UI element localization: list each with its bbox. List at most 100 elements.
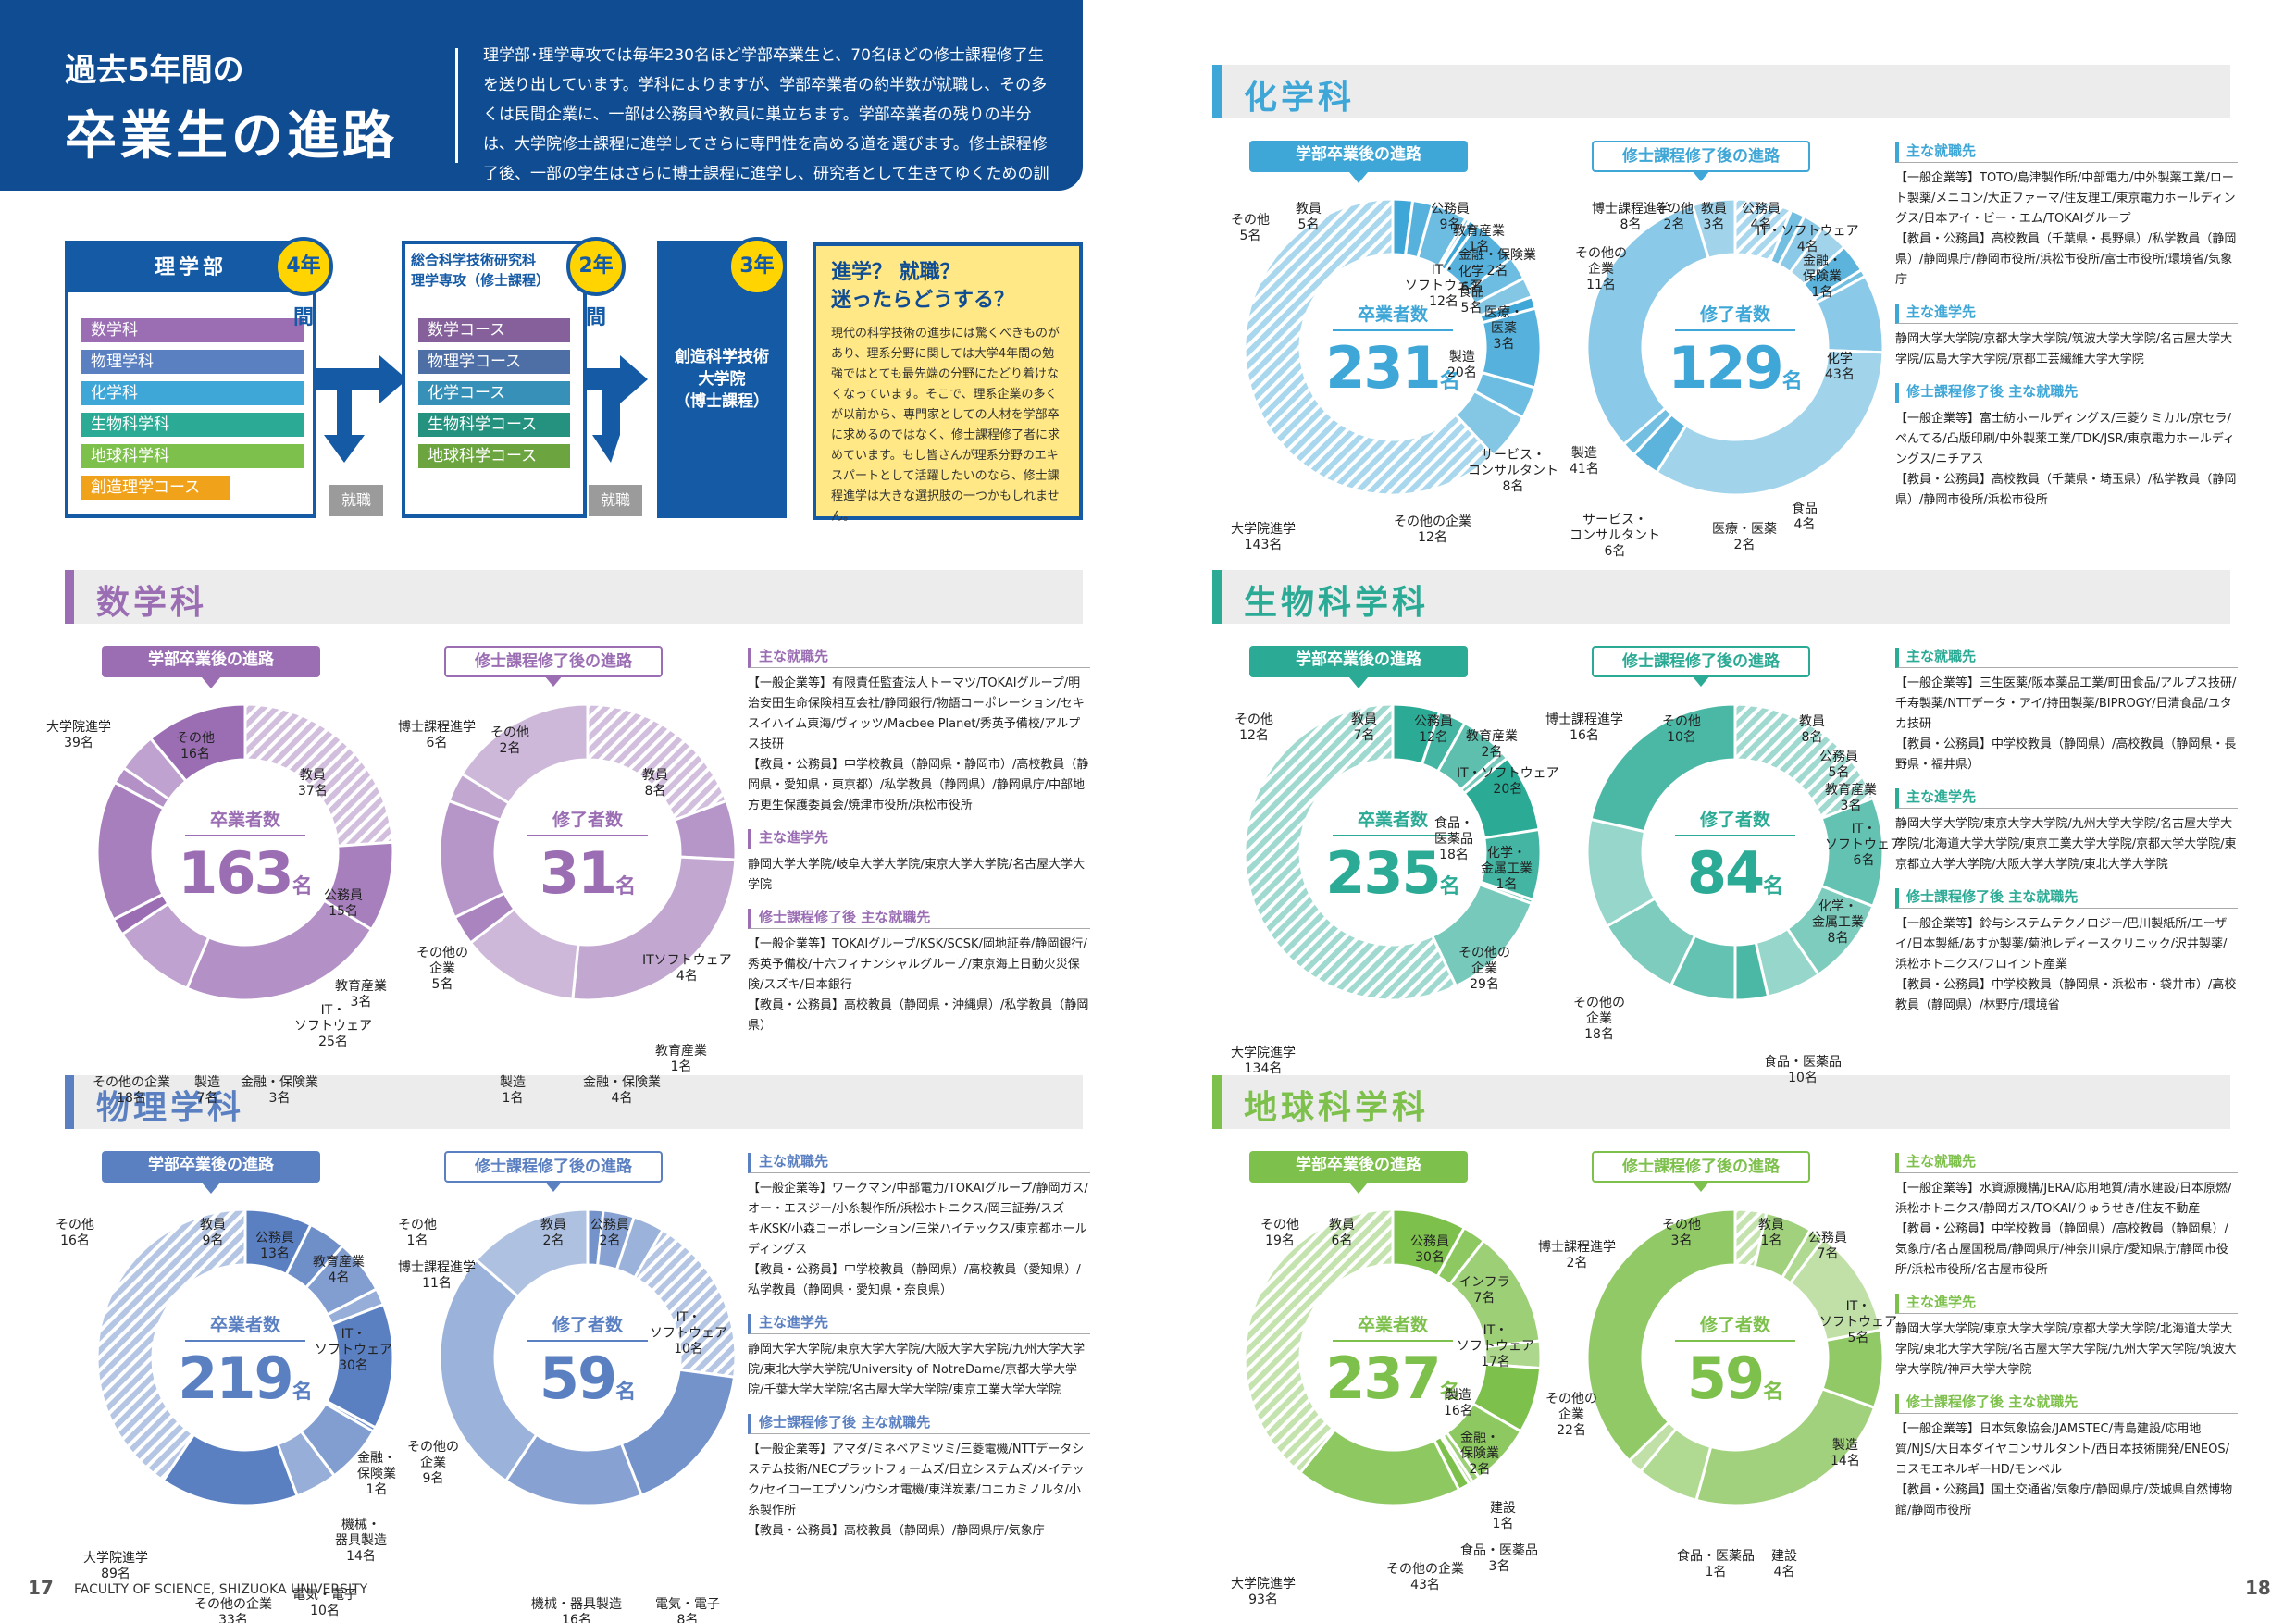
bio-bach-label-0: その他 12名 xyxy=(1235,712,1273,743)
dept-phys: 物理学科 xyxy=(81,350,304,374)
phys-bach-label-7: 電気・電子 10名 xyxy=(292,1588,357,1618)
bio-mast-total-unit: 名 xyxy=(1763,875,1784,898)
chem-bach-total-number: 231 xyxy=(1325,334,1441,402)
earth-bach-center-label: 卒業者数 xyxy=(1333,1311,1453,1342)
phys-bach-center-label: 卒業者数 xyxy=(185,1311,305,1342)
course-chem: 化学コース xyxy=(418,381,570,405)
earth-info: 主な就職先 【一般企業等】水資源機構/JERA/応用地質/清水建設/日本原燃/浜松… xyxy=(1895,1153,2238,1534)
math-bach-donut: 卒業者数 163名 xyxy=(93,700,398,1005)
chem-mast-center: 修了者数 129名 xyxy=(1666,301,1805,405)
question-title: 進学？ 就職？ 迷ったらどうする？ xyxy=(831,261,1015,312)
math-info: 主な就職先 【一般企業等】有限責任監査法人トーマツ/TOKAIグループ/明治安田生… xyxy=(748,648,1090,1049)
phys-bach-total: 219名 xyxy=(176,1342,315,1416)
bio-mast-pill-text: 修士課程修了後の進路 xyxy=(1622,652,1780,671)
chem-mast-label-1: その他 2名 xyxy=(1655,202,1694,232)
earth-mast-donut-svg xyxy=(1585,1208,1885,1507)
earth-bach-label-0: その他 19名 xyxy=(1260,1218,1299,1248)
phys-bach-label-6: 機械・ 器具製造 14名 xyxy=(335,1518,387,1564)
math-jobs-body: 【一般企業等】有限責任監査法人トーマツ/TOKAIグループ/明治安田生命保険相互… xyxy=(748,676,1089,812)
section-chem: 化学科 xyxy=(1212,65,2230,118)
section-title-phys: 物理学科 xyxy=(96,1089,245,1127)
chem-bach-label-5: IT・ ソフトウェア 12名 xyxy=(1405,263,1483,309)
earth-bach-donut: 卒業者数 237名 xyxy=(1240,1205,1545,1510)
math-mast-pill-text: 修士課程修了後の進路 xyxy=(475,652,632,671)
phys-grad-body: 静岡大学大学院/東京大学大学院/大阪大学大学院/九州大学大学院/東北大学大学院/… xyxy=(748,1343,1086,1397)
phys-bach-total-unit: 名 xyxy=(292,1381,313,1404)
math-grad-heading: 主な進学先 xyxy=(748,829,1090,849)
earth-mast-pill-text: 修士課程修了後の進路 xyxy=(1622,1158,1780,1176)
earth-bach-pill-text: 学部卒業後の進路 xyxy=(1296,1156,1421,1174)
chem-mast-donut-svg xyxy=(1585,197,1885,497)
chem-mast-label-11: サービス・ コンサルタント 6名 xyxy=(1570,513,1660,559)
phys-bach-label-0: その他 16名 xyxy=(56,1218,94,1248)
chem-mast-label-9: 医療・医薬 2名 xyxy=(1712,522,1777,552)
chem-mast-slice-10 xyxy=(1585,203,1711,447)
bio-bach-total: 235名 xyxy=(1323,836,1462,911)
section-title-bio: 生物科学科 xyxy=(1244,584,1430,622)
math-bach-total-unit: 名 xyxy=(292,875,313,898)
earth-bach-label-7: 建設 1名 xyxy=(1490,1501,1516,1531)
bio-mast-label-4: 教育産業 3名 xyxy=(1825,783,1877,813)
earth-mast-total-unit: 名 xyxy=(1763,1381,1784,1404)
earth-mast-label-6: 建設 4名 xyxy=(1771,1549,1797,1580)
math-bach-total-number: 163 xyxy=(178,839,293,907)
math-bach-label-8: その他の企業 18名 xyxy=(93,1075,170,1106)
doctor-years-badge: 3年間 xyxy=(727,237,787,329)
grad-years-badge: 2年間 xyxy=(566,237,626,329)
phys-bach-slice-9 xyxy=(95,1208,247,1483)
phys-bach-label-5: 金融・ 保険業 1名 xyxy=(357,1451,396,1497)
earth-mast-label-8: その他の 企業 22名 xyxy=(1545,1392,1597,1438)
math-bach-pill: 学部卒業後の進路 xyxy=(102,646,320,688)
chem-bach-slice-12 xyxy=(1243,197,1496,497)
phys-bach-label-3: 教育産業 4名 xyxy=(313,1255,365,1285)
bio-bach-label-5: 食品・ 医薬品 18名 xyxy=(1434,816,1473,862)
chem-mast-label-7: 化学 43名 xyxy=(1825,352,1855,382)
chem-mast-label-10: 製造 41名 xyxy=(1570,446,1599,477)
math-bach-label-7: 製造 7名 xyxy=(194,1075,220,1106)
earth-bach-label-1: 教員 6名 xyxy=(1329,1218,1355,1248)
bio-bach-label-3: 教育産業 2名 xyxy=(1466,729,1518,760)
bio-bach-label-8: 大学院進学 134名 xyxy=(1231,1046,1296,1076)
math-bach-label-2: 教員 37名 xyxy=(298,768,328,799)
phys-mjobs-body: 【一般企業等】アマダ/ミネベアミツミ/三菱電機/NTTデータシステム技術/NEC… xyxy=(748,1443,1085,1538)
phys-info: 主な就職先 【一般企業等】ワークマン/中部電力/TOKAIグループ/静岡ガス/オー… xyxy=(748,1153,1090,1555)
bio-grad-body: 静岡大学大学院/東京大学大学院/九州大学大学院/名古屋大学大学院/北海道大学大学… xyxy=(1895,817,2237,872)
bio-mast-label-2: 教員 8名 xyxy=(1799,714,1825,745)
math-bach-total: 163名 xyxy=(176,836,315,911)
math-mast-slice-0 xyxy=(586,702,728,823)
bio-jobs-heading: 主な就職先 xyxy=(1895,648,2238,668)
phys-mast-slice-6 xyxy=(438,1258,539,1483)
dept-creative: 創造理学コース xyxy=(81,476,230,500)
header-divider xyxy=(455,48,458,163)
phys-bach-label-1: 教員 9名 xyxy=(200,1218,226,1248)
chem-mast-label-8: 食品 4名 xyxy=(1792,502,1818,532)
phys-bach-total-number: 219 xyxy=(178,1344,293,1412)
bio-grad-heading: 主な進学先 xyxy=(1895,788,2238,809)
bio-bach-pill-text: 学部卒業後の進路 xyxy=(1296,650,1421,669)
earth-bach-pill: 学部卒業後の進路 xyxy=(1249,1151,1468,1194)
section-bio: 生物科学科 xyxy=(1212,570,2230,624)
math-bach-center-label: 卒業者数 xyxy=(185,806,305,836)
phys-mast-label-6: 機械・器具製造 16名 xyxy=(531,1597,622,1623)
chem-mast-label-5: 金融・ 保険業 1名 xyxy=(1803,254,1842,300)
question-box: 進学？ 就職？ 迷ったらどうする？ 現代の科学技術の進歩には驚くべきものがあり、… xyxy=(813,242,1083,524)
math-mast-slice-2 xyxy=(571,855,738,1002)
math-bach-label-0: 大学院進学 39名 xyxy=(46,720,111,750)
chem-bach-label-8: 医療・ 医薬 3名 xyxy=(1484,305,1523,352)
course-math: 数学コース xyxy=(418,318,570,342)
math-mast-slice-7 xyxy=(460,702,590,806)
bio-mast-donut: 修了者数 84名 xyxy=(1582,700,1888,1005)
earth-mast-label-0: 博士課程進学 2名 xyxy=(1538,1240,1616,1270)
math-bach-label-4: 教育産業 3名 xyxy=(335,979,387,1010)
bio-bach-donut: 卒業者数 235名 xyxy=(1240,700,1545,1005)
employ-label-2: 就職 xyxy=(589,485,642,516)
grad-title: 総合科学技術研究科 理学専攻（修士課程） xyxy=(411,252,551,289)
chem-bach-center: 卒業者数 231名 xyxy=(1323,301,1462,405)
chem-jobs-body: 【一般企業等】TOTO/島津製作所/中部電力/中外製薬工業/ロート製薬/メニコン… xyxy=(1895,171,2237,287)
phys-bach-donut-svg xyxy=(95,1208,395,1507)
bio-mjobs-heading: 修士課程修了後 主な就職先 xyxy=(1895,888,2238,909)
chem-mjobs-heading: 修士課程修了後 主な就職先 xyxy=(1895,383,2238,403)
earth-bach-center: 卒業者数 237名 xyxy=(1323,1311,1462,1416)
phys-jobs-body: 【一般企業等】ワークマン/中部電力/TOKAIグループ/静岡ガス/オー・エスジー… xyxy=(748,1182,1088,1297)
bio-bach-donut-svg xyxy=(1243,702,1543,1002)
